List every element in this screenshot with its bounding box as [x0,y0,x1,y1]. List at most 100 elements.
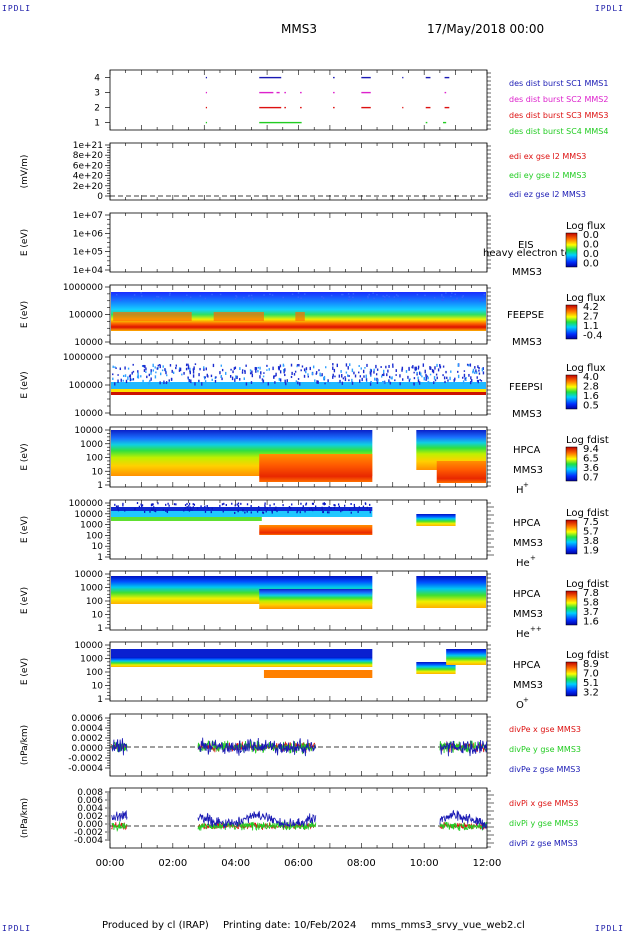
colorbar-label: 4.2 [583,302,599,313]
spectrogram-speck [141,505,143,508]
spectrogram-speck [190,379,192,383]
hpca-heplusplus-panel: 1 10 100 1000 10000 E (eV) HPCA MMS3 He ++ Log fdi… [20,570,609,640]
spectrogram-speck [272,366,274,371]
spectrogram-speck [482,367,484,370]
spectrogram-speck [241,371,244,374]
spectrogram-speck [395,369,397,372]
time-axis: 00:00 02:00 04:00 06:00 08:00 10:00 12:00 [96,858,502,869]
spectrogram-speck [271,510,273,513]
spectrogram-speck [134,507,136,510]
spectrogram-speck [426,375,428,378]
spectrogram-speck [297,292,300,294]
spectrogram-speck [425,376,428,380]
spectrogram-speck [115,293,118,296]
spectrogram-speck [175,366,177,370]
series-line [197,737,317,757]
spectrogram-speck [122,374,125,377]
spectrogram-speck [206,505,208,508]
spectrogram-speck [256,510,259,513]
spectrogram-speck [412,365,414,369]
spectrogram-speck [314,379,316,382]
legend-entry: divPi z gse MMS3 [509,839,578,848]
burst-interval [284,106,286,109]
spectrogram-speck [231,376,234,381]
spectrogram-speck [153,299,155,301]
spectrogram-speck [128,375,131,378]
spectrogram-speck [425,378,427,381]
spectrogram-speck [369,368,372,372]
spectrogram-speck [388,295,390,298]
y-axis-label: E (eV) [20,516,30,543]
spacecraft-label: MMS3 [512,267,542,278]
spectrogram-speck [411,366,413,369]
spectrogram-speck [274,381,276,384]
spectrogram-speck [254,366,257,370]
spectrogram-speck [200,505,202,508]
time-tick-label: 04:00 [221,858,250,869]
y-axis-label: E (eV) [20,658,30,685]
spectrogram-speck [250,511,252,514]
spectrogram-speck [349,508,351,511]
y-axis-label: E (eV) [20,301,30,328]
burst-interval [361,91,371,94]
spectrogram-speck [369,382,372,386]
spectrogram-speck [337,503,340,506]
y-tick-label: 4 [94,74,100,84]
spectrogram-speck [154,375,157,379]
y-axis-label: E (eV) [20,443,30,470]
y-tick-label: 1e+05 [73,248,103,258]
spectrogram-speck [474,366,476,369]
species-label: He [516,558,530,569]
spectrogram-speck [172,371,175,374]
spectrogram-speck [431,369,434,373]
spectrogram-speck [461,296,464,298]
spectrogram-speck [327,379,329,383]
colorbar-label: 0.0 [583,230,599,241]
burst-interval [443,121,447,124]
spectrogram-speck [304,293,306,295]
spectrogram-speck [261,378,264,381]
spectrogram-speck [143,364,145,368]
spectrogram-speck [418,371,421,375]
spectrogram-speck [278,377,281,381]
spectrogram-speck [347,366,349,370]
spectrogram-speck [142,364,144,367]
spectrogram-speck [340,510,342,513]
spectrogram-speck [266,364,268,367]
spectrogram-speck [457,374,460,379]
spectrogram-speck [264,504,266,507]
spectrogram-speck [263,294,265,296]
spectrogram-speck [151,503,154,506]
spectrogram-speck [300,502,302,505]
spectrogram-speck [478,367,480,370]
spectrogram-speck [477,379,480,384]
spectrogram-speck [442,374,444,377]
spectrogram-speck [302,505,304,508]
spectrogram-speck [345,363,348,367]
spectrogram-speck [370,375,372,377]
spectrogram-speck [318,369,320,372]
y-tick-label: 1 [97,553,103,563]
spectrogram-speck [165,503,167,506]
spectrogram-speck [308,508,311,511]
burst-interval [205,121,208,124]
spectrogram-speck [321,296,323,298]
spectrogram-speck [323,375,326,380]
spectrogram-speck [338,374,341,378]
spectrogram-speck [260,382,262,385]
spectrogram-speck [435,373,438,376]
time-tick-label: 10:00 [410,858,439,869]
spectrogram-speck [113,299,115,301]
burst-interval [276,91,280,94]
spectrogram-speck [140,503,142,506]
colorbar-label: 4.0 [583,372,599,383]
time-tick-label: 08:00 [347,858,376,869]
spectrogram-fill [111,657,373,667]
burst-interval [205,76,208,79]
spectrogram-speck [311,372,314,376]
colorbar-label: 2.7 [583,312,599,323]
time-tick-label: 02:00 [158,858,187,869]
spectrogram-speck [192,374,195,378]
spectrogram-speck [341,381,344,385]
